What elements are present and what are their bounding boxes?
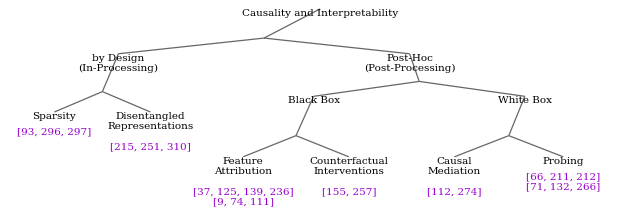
Text: [93, 296, 297]: [93, 296, 297]	[17, 127, 92, 136]
Text: Black Box: Black Box	[287, 96, 340, 105]
Text: [112, 274]: [112, 274]	[427, 187, 482, 196]
Text: Post-Hoc
(Post-Processing): Post-Hoc (Post-Processing)	[364, 54, 455, 73]
Text: Probing: Probing	[543, 157, 584, 166]
Text: [66, 211, 212]
[71, 132, 266]: [66, 211, 212] [71, 132, 266]	[526, 172, 600, 192]
Text: Disentangled
Representations: Disentangled Representations	[108, 112, 193, 131]
Text: by Design
(In-Processing): by Design (In-Processing)	[79, 54, 159, 73]
Text: Sparsity: Sparsity	[33, 112, 76, 121]
Text: Feature
Attribution: Feature Attribution	[214, 157, 272, 176]
Text: White Box: White Box	[498, 96, 552, 105]
Text: [37, 125, 139, 236]
[9, 74, 111]: [37, 125, 139, 236] [9, 74, 111]	[193, 187, 294, 207]
Text: Causality and Interpretability: Causality and Interpretability	[242, 9, 398, 18]
Text: Causal
Mediation: Causal Mediation	[428, 157, 481, 176]
Text: [215, 251, 310]: [215, 251, 310]	[110, 142, 191, 151]
Text: Counterfactual
Interventions: Counterfactual Interventions	[309, 157, 388, 176]
Text: [155, 257]: [155, 257]	[321, 187, 376, 196]
